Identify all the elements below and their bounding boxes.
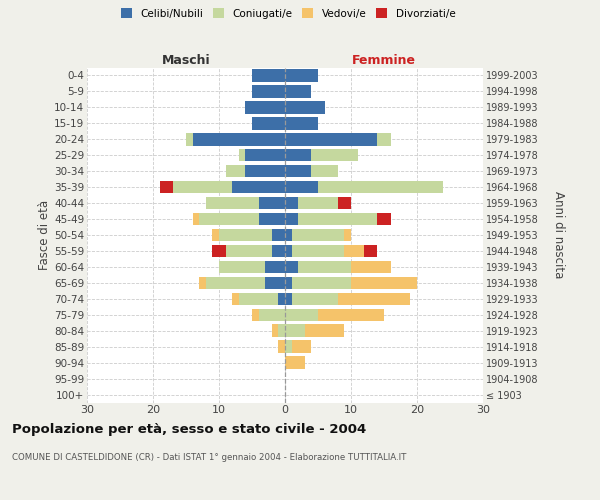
Bar: [285, 70, 318, 82]
Text: Femmine: Femmine: [352, 54, 416, 68]
Bar: [285, 260, 298, 273]
Bar: [285, 117, 318, 130]
Bar: [232, 292, 239, 305]
Bar: [311, 149, 358, 162]
Bar: [252, 85, 285, 98]
Bar: [206, 276, 265, 289]
Bar: [186, 133, 193, 145]
Y-axis label: Anni di nascita: Anni di nascita: [553, 192, 565, 278]
Bar: [219, 229, 272, 241]
Bar: [285, 101, 325, 114]
Bar: [292, 244, 344, 257]
Bar: [298, 197, 338, 209]
Bar: [292, 292, 338, 305]
Bar: [318, 308, 384, 321]
Bar: [206, 197, 259, 209]
Bar: [259, 308, 285, 321]
Y-axis label: Fasce di età: Fasce di età: [38, 200, 51, 270]
Bar: [318, 181, 443, 194]
Bar: [199, 276, 206, 289]
Bar: [245, 165, 285, 177]
Bar: [285, 324, 305, 337]
Bar: [193, 133, 285, 145]
Bar: [226, 244, 272, 257]
Bar: [351, 260, 391, 273]
Bar: [285, 85, 311, 98]
Bar: [252, 117, 285, 130]
Bar: [259, 197, 285, 209]
Bar: [298, 260, 351, 273]
Bar: [265, 260, 285, 273]
Bar: [285, 165, 311, 177]
Bar: [219, 260, 265, 273]
Bar: [278, 324, 285, 337]
Bar: [285, 213, 298, 226]
Bar: [338, 197, 351, 209]
Bar: [239, 149, 245, 162]
Bar: [285, 181, 318, 194]
Bar: [285, 133, 377, 145]
Bar: [285, 149, 311, 162]
Bar: [278, 340, 285, 353]
Bar: [245, 149, 285, 162]
Bar: [364, 244, 377, 257]
Bar: [377, 133, 391, 145]
Bar: [285, 340, 292, 353]
Bar: [285, 197, 298, 209]
Bar: [252, 70, 285, 82]
Bar: [298, 213, 377, 226]
Bar: [285, 276, 292, 289]
Bar: [272, 229, 285, 241]
Bar: [351, 276, 417, 289]
Bar: [285, 308, 318, 321]
Bar: [226, 165, 245, 177]
Bar: [272, 244, 285, 257]
Bar: [212, 229, 219, 241]
Bar: [272, 324, 278, 337]
Bar: [292, 276, 351, 289]
Bar: [285, 356, 305, 369]
Bar: [285, 244, 292, 257]
Bar: [160, 181, 173, 194]
Bar: [239, 292, 278, 305]
Bar: [311, 165, 338, 177]
Bar: [292, 229, 344, 241]
Bar: [193, 213, 199, 226]
Bar: [344, 229, 351, 241]
Bar: [232, 181, 285, 194]
Bar: [173, 181, 232, 194]
Bar: [199, 213, 259, 226]
Bar: [252, 308, 259, 321]
Legend: Celibi/Nubili, Coniugati/e, Vedovi/e, Divorziati/e: Celibi/Nubili, Coniugati/e, Vedovi/e, Di…: [118, 5, 458, 21]
Bar: [338, 292, 410, 305]
Bar: [285, 292, 292, 305]
Bar: [285, 229, 292, 241]
Bar: [278, 292, 285, 305]
Bar: [245, 101, 285, 114]
Bar: [377, 213, 391, 226]
Text: Maschi: Maschi: [161, 54, 211, 68]
Bar: [259, 213, 285, 226]
Bar: [292, 340, 311, 353]
Bar: [265, 276, 285, 289]
Text: COMUNE DI CASTELDIDONE (CR) - Dati ISTAT 1° gennaio 2004 - Elaborazione TUTTITAL: COMUNE DI CASTELDIDONE (CR) - Dati ISTAT…: [12, 452, 406, 462]
Bar: [305, 324, 344, 337]
Text: Popolazione per età, sesso e stato civile - 2004: Popolazione per età, sesso e stato civil…: [12, 422, 366, 436]
Bar: [212, 244, 226, 257]
Bar: [344, 244, 364, 257]
